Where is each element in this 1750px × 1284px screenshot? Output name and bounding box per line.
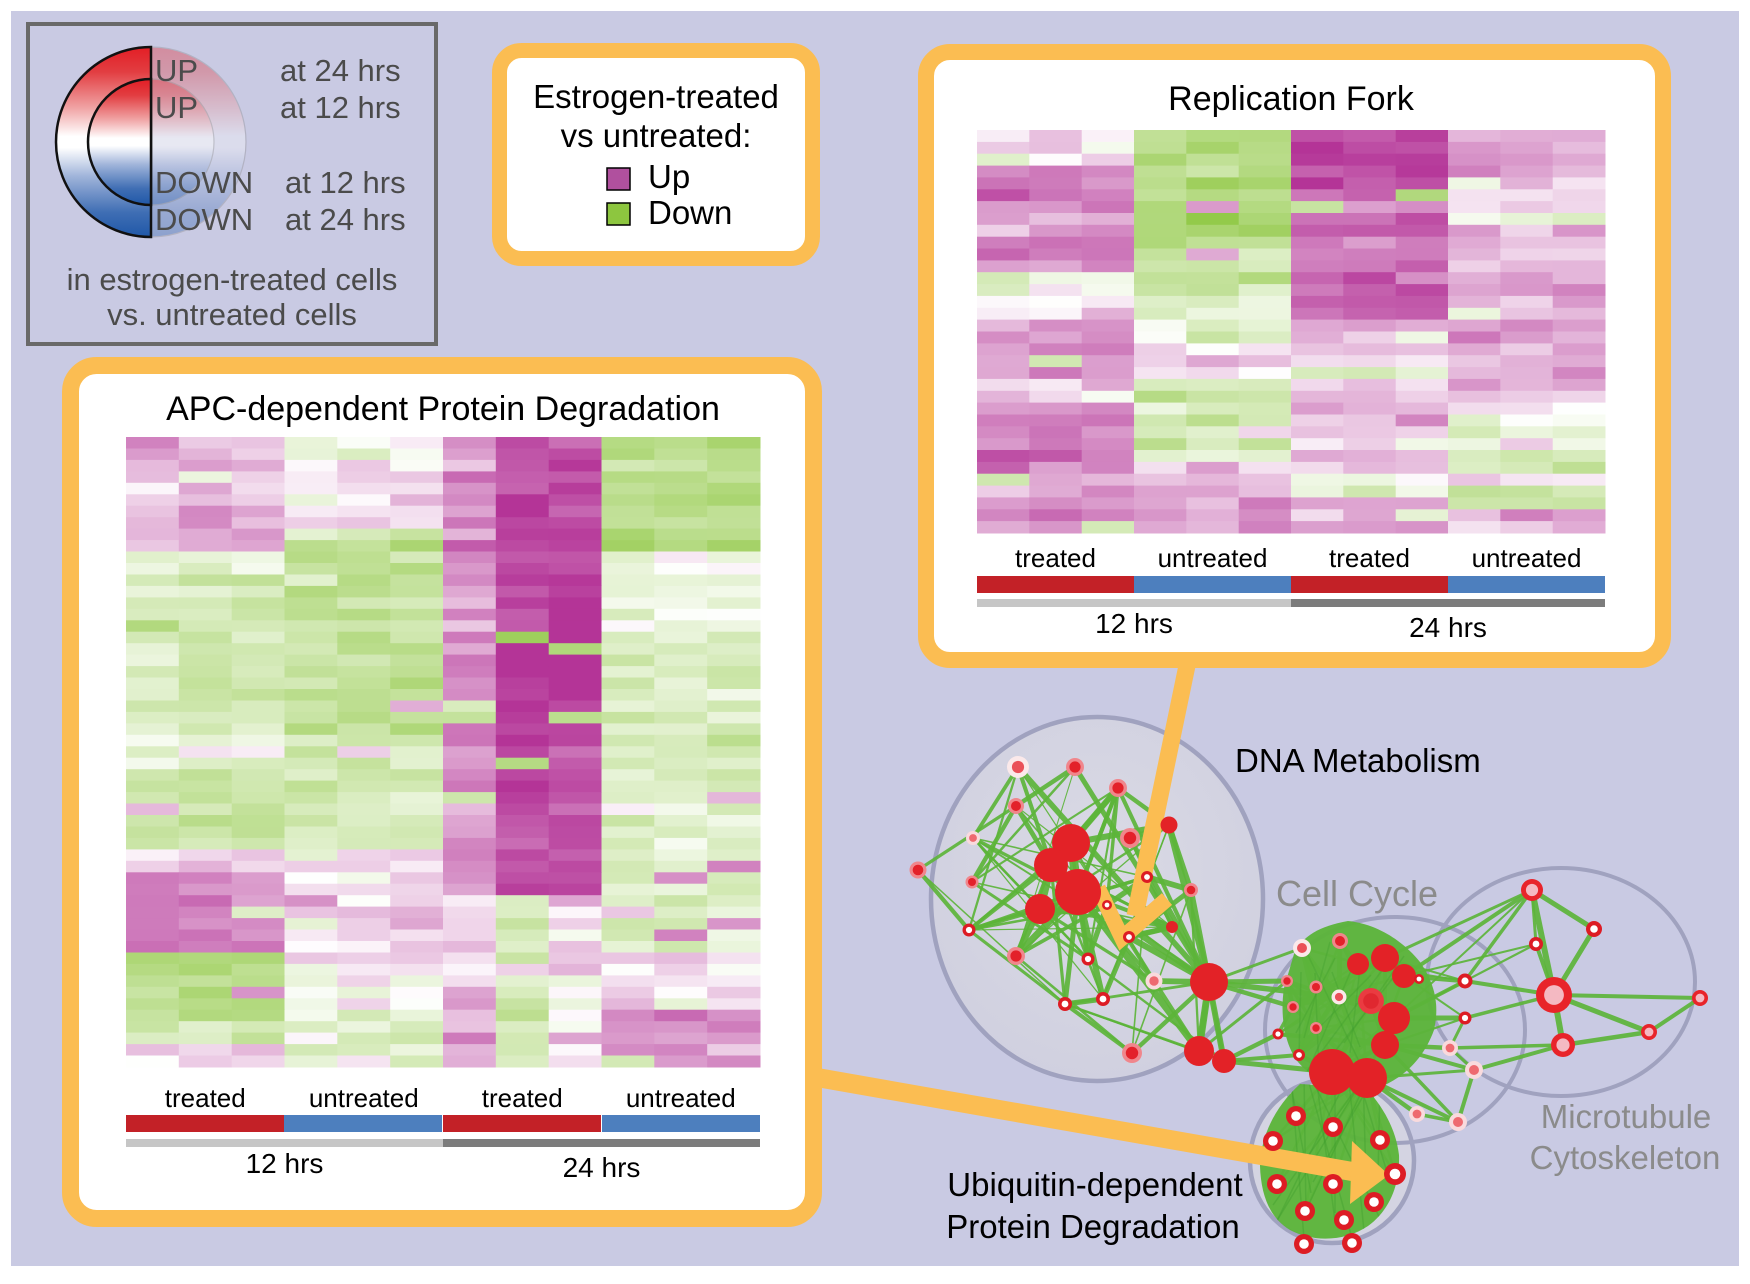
svg-text:DOWN: DOWN [155,165,253,200]
svg-text:treated: treated [1329,543,1410,573]
svg-text:Cytoskeleton: Cytoskeleton [1530,1139,1721,1176]
svg-text:UP: UP [155,90,198,125]
svg-text:24 hrs: 24 hrs [563,1152,641,1183]
svg-text:24 hrs: 24 hrs [1409,612,1487,643]
svg-text:Estrogen-treated: Estrogen-treated [533,78,779,115]
svg-text:Down: Down [648,194,732,231]
svg-text:Ubiquitin-dependent: Ubiquitin-dependent [947,1166,1242,1203]
svg-text:Cell Cycle: Cell Cycle [1276,873,1438,914]
svg-text:untreated: untreated [626,1083,736,1113]
svg-text:12 hrs: 12 hrs [1095,608,1173,639]
svg-text:Replication Fork: Replication Fork [1168,80,1415,118]
svg-text:Up: Up [648,158,690,195]
svg-text:treated: treated [165,1083,246,1113]
svg-text:Protein Degradation: Protein Degradation [946,1208,1240,1245]
svg-text:untreated: untreated [1472,543,1582,573]
svg-text:treated: treated [1015,543,1096,573]
svg-text:Microtubule: Microtubule [1541,1098,1712,1135]
svg-text:untreated: untreated [1158,543,1268,573]
svg-text:at 12 hrs: at 12 hrs [285,165,406,200]
svg-text:untreated: untreated [309,1083,419,1113]
svg-text:APC-dependent Protein Degradat: APC-dependent Protein Degradation [166,390,720,428]
svg-text:UP: UP [155,53,198,88]
svg-text:at 12 hrs: at 12 hrs [280,90,401,125]
svg-text:vs untreated:: vs untreated: [561,117,752,154]
svg-text:DOWN: DOWN [155,202,253,237]
svg-text:DNA Metabolism: DNA Metabolism [1235,742,1481,779]
svg-text:12 hrs: 12 hrs [246,1148,324,1179]
svg-text:vs. untreated cells: vs. untreated cells [107,297,357,332]
svg-text:at 24 hrs: at 24 hrs [285,202,406,237]
svg-text:at 24 hrs: at 24 hrs [280,53,401,88]
svg-text:treated: treated [482,1083,563,1113]
svg-text:in estrogen-treated cells: in estrogen-treated cells [67,262,398,297]
